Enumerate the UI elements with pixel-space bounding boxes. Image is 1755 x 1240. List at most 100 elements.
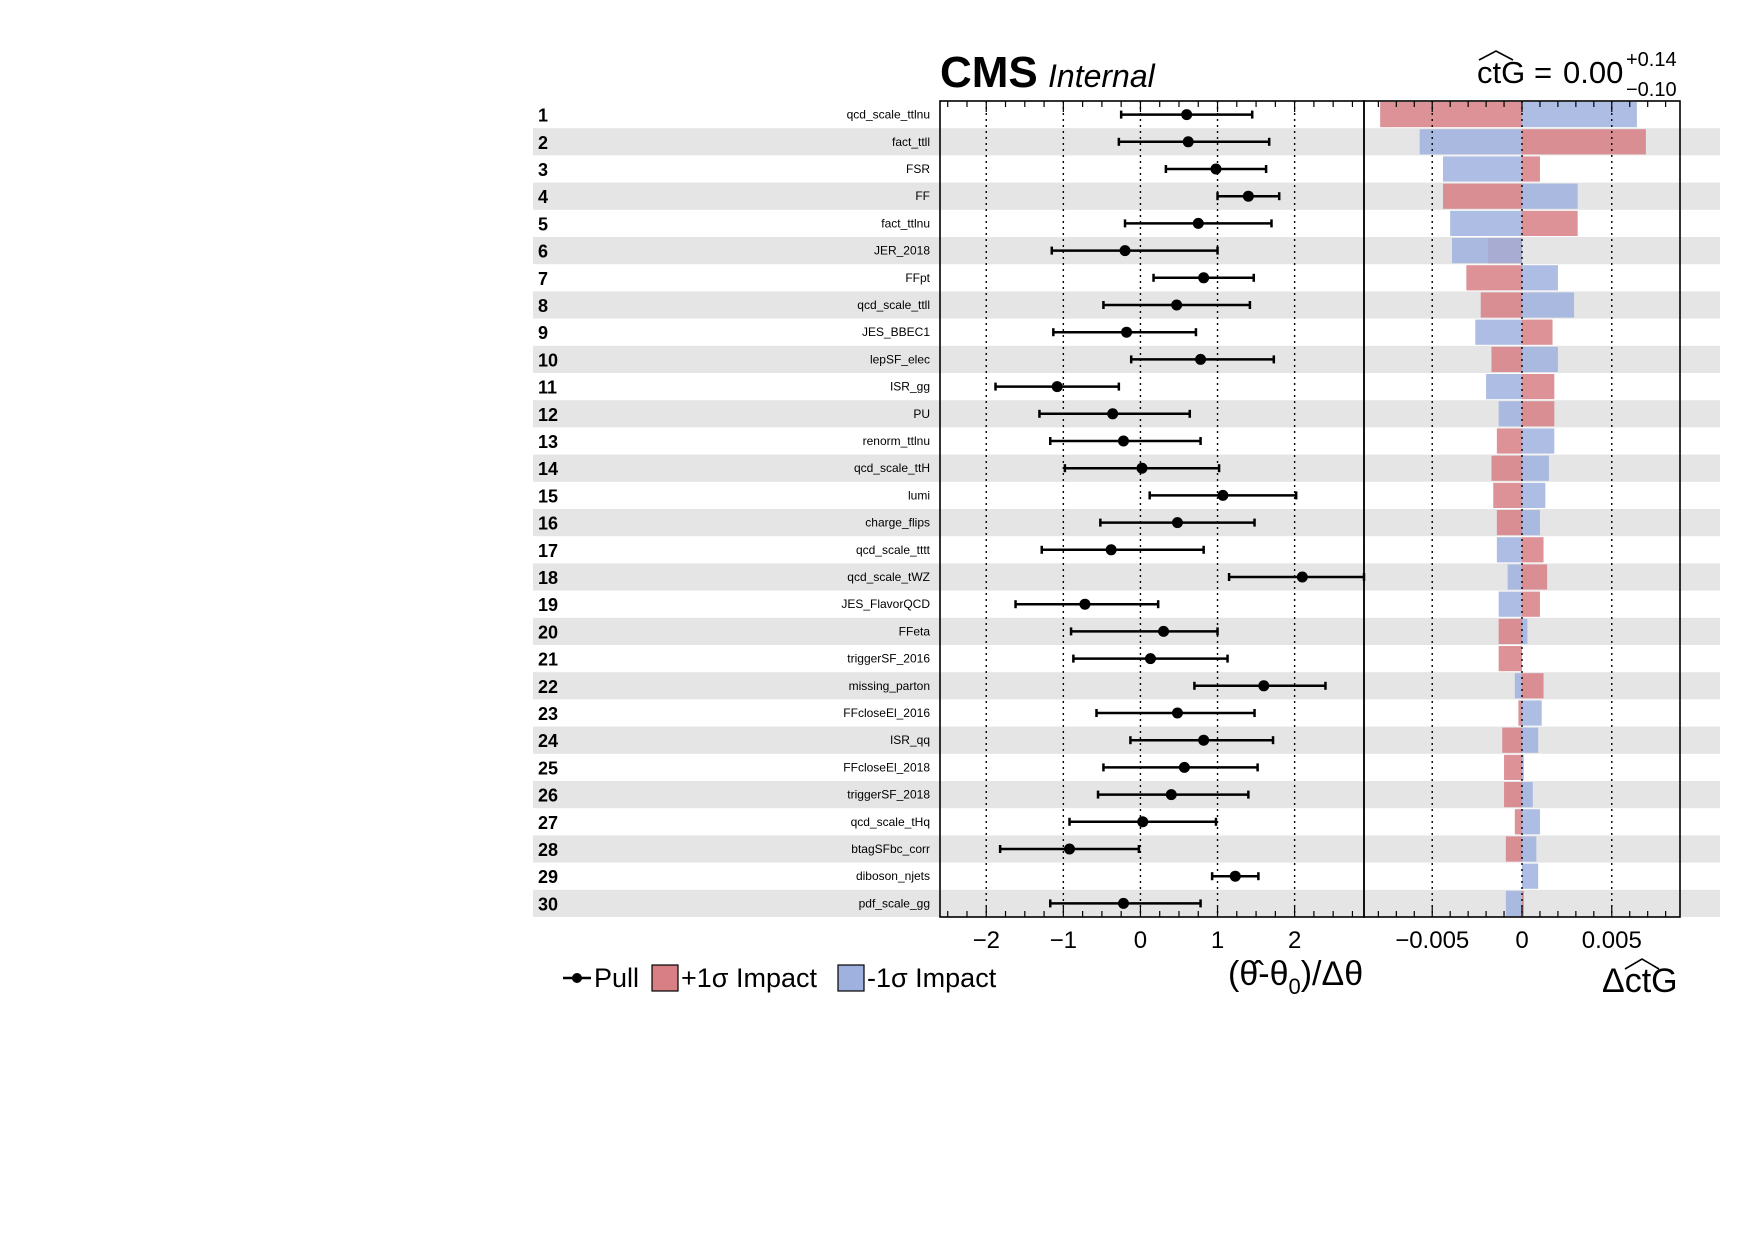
row-rank: 29 (538, 867, 558, 887)
legend-impact-down-swatch (837, 964, 865, 992)
row-rank: 2 (538, 133, 548, 153)
row-nuisance-name: charge_flips (865, 516, 930, 530)
status-label: Internal (1048, 58, 1156, 94)
row-rank: 13 (538, 432, 558, 452)
pull-tick-label: 1 (1211, 927, 1224, 954)
row-nuisance-name: qcd_scale_ttH (854, 461, 930, 475)
row-nuisance-name: renorm_ttlnu (863, 434, 930, 448)
pull-marker (1210, 163, 1222, 175)
impact-down-bar (1522, 809, 1540, 835)
impact-up-bar (1522, 374, 1555, 400)
pull-marker (1217, 489, 1229, 501)
legend-impact-up-swatch (651, 964, 679, 992)
row-nuisance-name: qcd_scale_tWZ (847, 570, 930, 584)
impact-down-bar (1522, 482, 1546, 508)
impact-down-bar (1496, 537, 1522, 563)
row-rank: 21 (538, 650, 558, 670)
row-nuisance-name: JES_BBEC1 (862, 325, 930, 339)
impact-axis-hat (1624, 958, 1660, 970)
pull-marker (1137, 816, 1149, 828)
impact-down-bar (1522, 265, 1558, 291)
impact-down-bar (1498, 401, 1522, 427)
row-nuisance-name: FFcloseEl_2018 (843, 760, 930, 774)
dotted-grid-lines (985, 101, 1613, 917)
pull-tick-label: −1 (1050, 927, 1077, 954)
poi-err-down: −0.10 (1626, 79, 1677, 101)
impact-up-bar (1380, 102, 1522, 128)
row-nuisance-name: fact_ttll (892, 135, 930, 149)
row-rank: 17 (538, 541, 558, 561)
impact-up-bar (1522, 591, 1540, 617)
pull-marker (1117, 435, 1129, 447)
row-rank: 9 (538, 323, 548, 343)
poi-name: ctG (1477, 55, 1525, 90)
pull-marker (1051, 381, 1063, 393)
pull-marker (1105, 544, 1117, 556)
row-rank: 18 (538, 568, 558, 588)
row-nuisance-name: lumi (908, 488, 930, 502)
pull-marker (1107, 408, 1119, 420)
poi-hat (1478, 50, 1514, 61)
pull-marker (1064, 843, 1076, 855)
impact-up-bar (1496, 428, 1522, 454)
impact-up-bar (1443, 183, 1522, 209)
impact-up-bar (1522, 564, 1548, 590)
pull-marker (1119, 245, 1131, 257)
impact-down-bar (1522, 754, 1524, 780)
row-nuisance-name: ISR_qq (890, 733, 930, 747)
poi-equals: = (1534, 55, 1552, 90)
row-labels: 1 qcd_scale_ttlnu 2 fact_ttll 3 FSR 4 FF 5 fact_t… (538, 106, 931, 915)
legend-pull-marker (572, 973, 582, 983)
impact-up-bar (1522, 129, 1646, 155)
pull-marker (1229, 870, 1241, 882)
row-rank: 8 (538, 296, 548, 316)
impact-up-bar (1498, 618, 1522, 644)
impact-down-bar (1522, 346, 1558, 372)
impact-down-bar (1419, 129, 1522, 155)
impact-tick-label: 0 (1515, 927, 1528, 954)
impact-down-bar (1522, 102, 1637, 128)
row-rank: 27 (538, 813, 558, 833)
row-nuisance-name: JER_2018 (874, 244, 930, 258)
pull-marker (1195, 353, 1207, 365)
pull-marker (1192, 217, 1204, 229)
impact-tick-label: −0.005 (1395, 927, 1469, 954)
impact-down-bar (1498, 591, 1522, 617)
experiment-label: CMS (940, 48, 1038, 97)
row-nuisance-name: fact_ttlnu (881, 216, 930, 230)
impact-up-bar (1502, 727, 1522, 753)
impact-down-bar (1522, 782, 1533, 808)
row-nuisance-name: triggerSF_2018 (847, 788, 930, 802)
row-nuisance-name: missing_parton (849, 679, 930, 693)
pull-marker (1171, 707, 1183, 719)
impact-down-bar (1522, 618, 1528, 644)
impact-up-bar (1522, 401, 1555, 427)
impact-up-bar (1522, 537, 1544, 563)
pull-marker (1181, 109, 1193, 121)
impact-up-bar (1522, 319, 1553, 345)
row-rank: 12 (538, 405, 558, 425)
row-nuisance-name: btagSFbc_corr (851, 842, 930, 856)
row-rank: 25 (538, 758, 558, 778)
poi-value: 0.00 (1563, 55, 1623, 90)
pull-marker (1258, 680, 1270, 692)
impact-down-bar (1522, 292, 1575, 318)
row-rank: 5 (538, 214, 548, 234)
row-nuisance-name: triggerSF_2016 (847, 652, 930, 666)
impact-up-bar (1522, 673, 1544, 699)
pull-marker (1198, 272, 1210, 284)
impact-down-bar (1451, 238, 1522, 264)
row-rank: 30 (538, 894, 558, 914)
row-rank: 15 (538, 486, 558, 506)
row-rank: 20 (538, 622, 558, 642)
impact-up-bar (1491, 455, 1522, 481)
impact-down-bar (1475, 319, 1522, 345)
row-nuisance-name: JES_FlavorQCD (841, 597, 930, 611)
row-rank: 7 (538, 269, 548, 289)
impact-up-bar (1522, 210, 1578, 236)
impact-down-bar (1450, 210, 1522, 236)
row-nuisance-name: FSR (906, 162, 930, 176)
legend-impact-down-label: -1σ Impact (867, 963, 997, 993)
impact-down-bar (1507, 564, 1522, 590)
